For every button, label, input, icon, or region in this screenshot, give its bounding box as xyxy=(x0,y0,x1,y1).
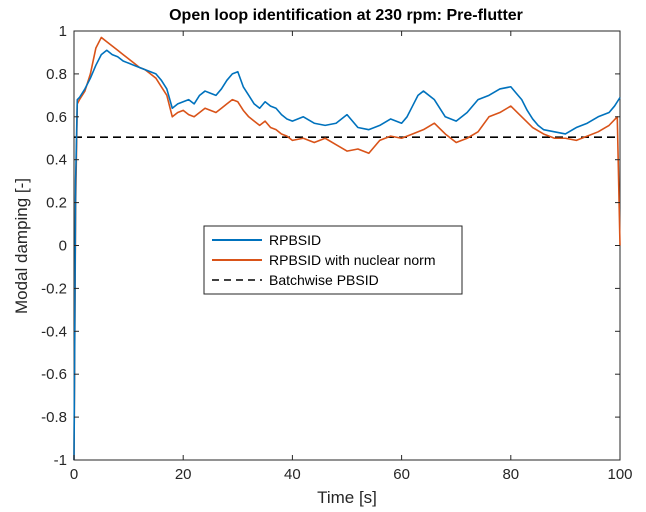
y-axis-label: Modal damping [-] xyxy=(12,178,31,314)
y-tick-label: 0.4 xyxy=(46,152,67,169)
y-tick-label: 0.6 xyxy=(46,109,67,126)
x-axis-label: Time [s] xyxy=(317,488,377,507)
y-tick-label: 1 xyxy=(59,23,67,40)
y-tick-label: 0.2 xyxy=(46,195,67,212)
series-line-rpbsid xyxy=(73,49,621,461)
x-tick-label: 20 xyxy=(175,466,192,483)
series-layer xyxy=(73,36,621,461)
x-tick-label: 0 xyxy=(70,466,78,483)
series-line-rpbsid-nuclear xyxy=(73,36,621,461)
y-tick-label: -0.2 xyxy=(41,280,67,297)
legend-label-rpbsid-nuclear: RPBSID with nuclear norm xyxy=(269,252,436,268)
y-tick-label: -0.4 xyxy=(41,323,67,340)
x-tick-label: 80 xyxy=(502,466,519,483)
x-tick-label: 40 xyxy=(284,466,301,483)
y-tick-label: -0.8 xyxy=(41,409,67,426)
x-tick-label: 100 xyxy=(607,466,632,483)
chart-title: Open loop identification at 230 rpm: Pre… xyxy=(169,7,523,24)
legend: RPBSID RPBSID with nuclear norm Batchwis… xyxy=(203,225,463,295)
legend-label-rpbsid: RPBSID xyxy=(269,232,321,248)
legend-label-batchwise: Batchwise PBSID xyxy=(269,272,379,288)
y-tick-label: 0.8 xyxy=(46,66,67,83)
x-tick-label: 60 xyxy=(393,466,410,483)
tick-layer: 0 20 40 60 80 100 -1 -0.8 -0.6 -0.4 -0.2 0 0.2 0.4 0.6… xyxy=(41,23,632,483)
y-tick-label: -1 xyxy=(54,452,67,469)
y-tick-label: -0.6 xyxy=(41,366,67,383)
y-tick-label: 0 xyxy=(59,238,67,255)
